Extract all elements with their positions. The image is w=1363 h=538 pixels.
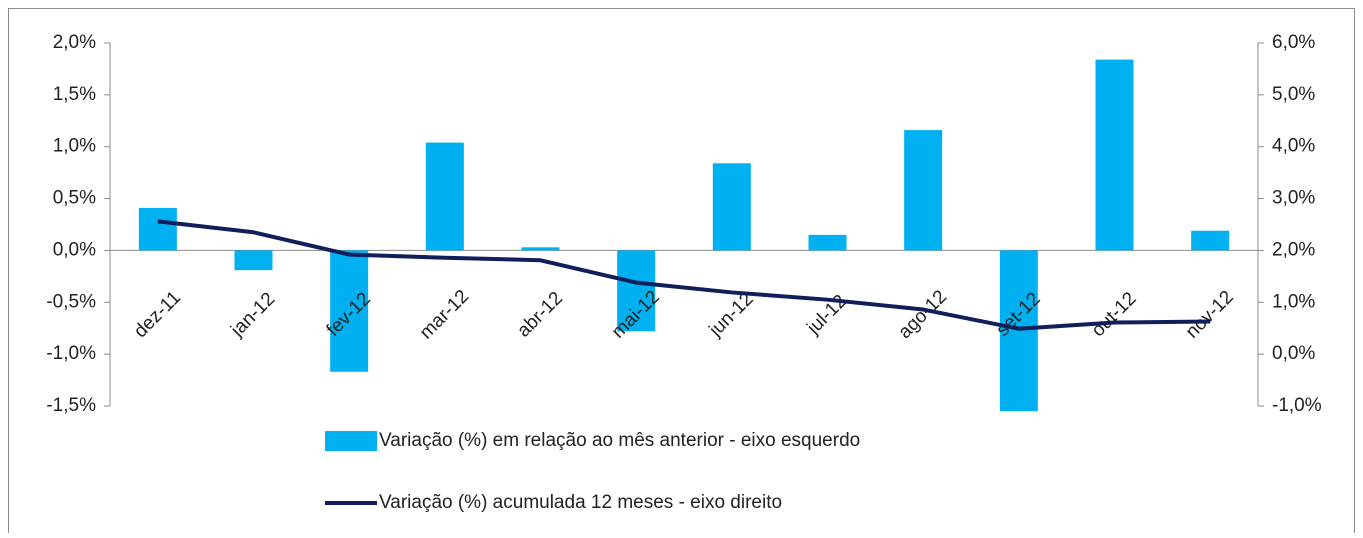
bar <box>425 142 464 251</box>
y-tick-label: 1,5% <box>53 84 96 105</box>
bar <box>904 130 943 251</box>
y2-tick-label: 2,0% <box>1272 239 1315 260</box>
bar <box>521 247 560 251</box>
y-tick-label: 0,5% <box>53 188 96 209</box>
y2-tick-label: 6,0% <box>1272 32 1315 53</box>
bar <box>1095 59 1134 251</box>
chart-frame <box>8 8 1355 538</box>
line <box>157 219 1211 331</box>
bar <box>712 163 751 251</box>
y-tick-label: 0,0% <box>53 239 96 260</box>
bar <box>1191 230 1230 251</box>
y-tick-label: -1,5% <box>46 395 96 416</box>
y2-tick-label: 3,0% <box>1272 188 1315 209</box>
bar <box>330 250 369 372</box>
legend-label: Variação (%) em relação ao mês anterior … <box>379 430 860 451</box>
legend-label: Variação (%) acumulada 12 meses - eixo d… <box>379 492 782 513</box>
y-tick-label: -1,0% <box>46 343 96 364</box>
legend-swatch <box>325 431 377 451</box>
y-tick-label: -0,5% <box>46 291 96 312</box>
bar <box>617 250 656 332</box>
bar <box>234 250 273 271</box>
y2-tick-label: 5,0% <box>1272 84 1315 105</box>
y2-tick-label: 0,0% <box>1272 343 1315 364</box>
y2-tick-label: -1,0% <box>1272 395 1322 416</box>
y2-tick-label: 4,0% <box>1272 136 1315 157</box>
y2-tick-label: 1,0% <box>1272 291 1315 312</box>
bar <box>999 250 1038 412</box>
y-tick-label: 1,0% <box>53 136 96 157</box>
y-tick-label: 2,0% <box>53 32 96 53</box>
bar <box>138 207 177 251</box>
bar <box>808 234 847 251</box>
